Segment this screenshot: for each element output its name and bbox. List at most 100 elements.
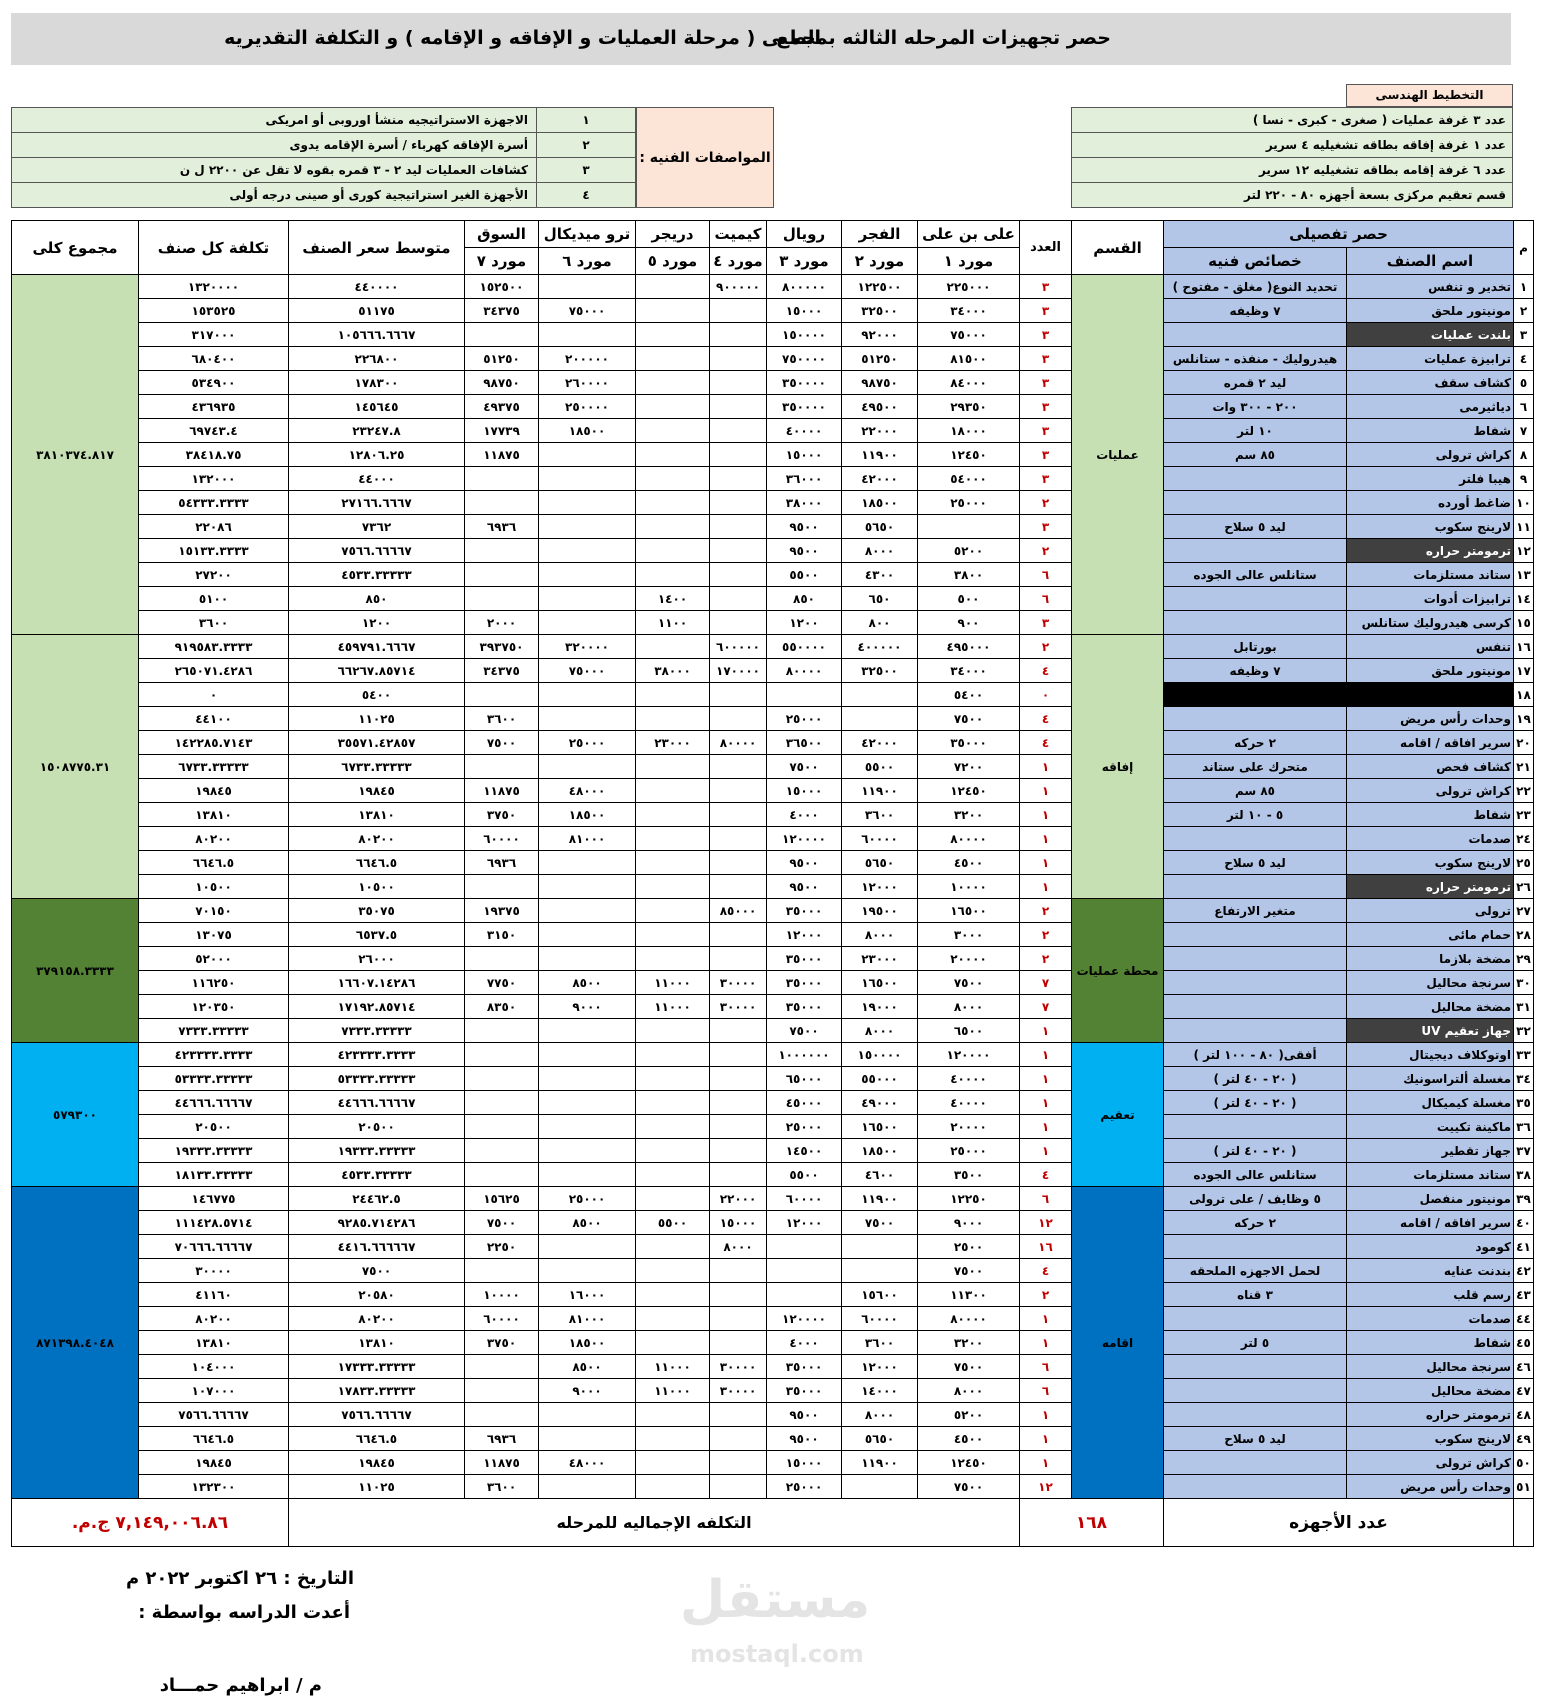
item-cost: ٢٦٥٠٧١.٤٢٨٦ (138, 658, 289, 683)
row-num: ٩ (1513, 466, 1534, 491)
supplier-price (635, 562, 710, 587)
row-num: ٤٧ (1513, 1378, 1534, 1403)
supplier-price: ٨٠٠٠ (841, 1018, 918, 1043)
watermark-url: mostaql.com (690, 1640, 864, 1668)
item-name: تنفس (1346, 634, 1514, 659)
supplier-price (635, 1114, 710, 1139)
supplier-price: ١٥٠٠٠٠ (766, 322, 842, 347)
supplier-price: ٩٠٠٠٠٠ (709, 274, 767, 299)
supplier-price: ٣٧٥٠ (464, 1330, 539, 1355)
avg-price: ٢٧١٦٦.٦٦٦٧ (288, 490, 465, 515)
supplier-price: ٥٤٠٠ (917, 682, 1020, 707)
supplier-price: ٤٠٠٠ (766, 802, 842, 827)
supplier-price: ٢٠٠٠٠ (917, 946, 1020, 971)
item-name: سرير افاقه / اقامه (1346, 1210, 1514, 1235)
avg-price: ٥٤٠٠ (288, 682, 465, 707)
data-row: ٧ شفاط ١٠ لتر ٣ ١٨٠٠٠ ٢٢٠٠٠ ٤٠٠٠٠ ١٨٥٠٠ ١٧٧٣٩ ٢٣٢… (12, 418, 1534, 443)
supplier-price: ٣٥٠٠٠ (766, 994, 842, 1019)
supplier-price (709, 586, 767, 611)
row-num: ٢ (1513, 298, 1534, 323)
supplier-price (709, 1474, 767, 1499)
item-cost: ٧٥٦٦.٦٦٦٦٧ (138, 1402, 289, 1427)
item-name: اوتوكلاف ديجيتال (1346, 1042, 1514, 1067)
supplier-price (635, 1090, 710, 1115)
supplier-name: كيميت (709, 220, 767, 248)
supplier-price (709, 1306, 767, 1331)
item-name: جهاز تعقيم UV (1346, 1018, 1514, 1043)
supplier-price: ٩٠٠٠ (917, 1210, 1020, 1235)
count: ١ (1019, 802, 1072, 827)
header-cell: العدد (1019, 220, 1072, 275)
item-cost: ١٠٧٠٠٠ (138, 1378, 289, 1403)
row-num: ٢٠ (1513, 730, 1534, 755)
count: ٣ (1019, 442, 1072, 467)
data-row: ٤٨ ترمومتر حراره ١ ٥٢٠٠ ٨٠٠٠ ٩٥٠٠ ٧٥٦٦.٦٦٦٦٧ ٧٥… (12, 1402, 1534, 1427)
data-row: ٣١ مضخة محاليل ٧ ٨٠٠٠ ١٩٠٠٠ ٣٥٠٠٠ ٣٠٠٠٠ ١١٠٠٠ ٩٠… (12, 994, 1534, 1019)
supplier-price (635, 1186, 710, 1211)
item-name: كرسى هيدروليك ستانلس (1346, 610, 1514, 635)
supplier-price (538, 442, 636, 467)
item-cost: ١٣٢٠٠٠٠ (138, 274, 289, 299)
supplier-price: ١١٩٠٠ (841, 442, 918, 467)
supplier-price: ١٨٥٠٠ (841, 1138, 918, 1163)
supplier-price: ٧٥٠٠ (917, 1354, 1020, 1379)
supplier-price: ٢٢٠٠٠ (841, 418, 918, 443)
supplier-price: ٢٥٠٠٠ (766, 706, 842, 731)
supplier-price (635, 1450, 710, 1475)
item-spec: ( ٢٠ - ٤٠ لتر ) (1163, 1138, 1347, 1163)
header-cell: اسم الصنف (1346, 247, 1514, 275)
item-cost: ١٩٨٤٥ (138, 1450, 289, 1475)
supplier-price: ١٥٠٠٠ (709, 1210, 767, 1235)
count: ١٢ (1019, 1474, 1072, 1499)
item-cost: ٦٩٧٤٣.٤ (138, 418, 289, 443)
item-spec: ليد ٥ سلاح (1163, 850, 1347, 875)
avg-price: ١٣٨١٠ (288, 1330, 465, 1355)
section-cell: تعقيم (1071, 1042, 1164, 1187)
item-spec (1163, 1378, 1347, 1403)
supplier-price (635, 346, 710, 371)
item-name: كراش ترولى (1346, 1450, 1514, 1475)
supplier-price (635, 490, 710, 515)
item-spec (1163, 946, 1347, 971)
item-spec: ( ٢٠ - ٤٠ لتر ) (1163, 1066, 1347, 1091)
supplier-price (635, 898, 710, 923)
supplier-price (709, 706, 767, 731)
supplier-price (538, 562, 636, 587)
supplier-price: ١١٠٠٠ (635, 994, 710, 1019)
supplier-price (635, 442, 710, 467)
supplier-price: ٧٥٠٠ (766, 754, 842, 779)
data-row: ٢٠ سرير افاقه / اقامه ٢ حركه ٤ ٣٥٠٠٠ ٤٢٠٠٠ ٣٦٥… (12, 730, 1534, 755)
supplier-price: ١٦٥٠٠ (841, 1114, 918, 1139)
data-row: ٤١ كومود ١٦ ٢٥٠٠ ٨٠٠٠ ٢٢٥٠ ٤٤١٦.٦٦٦٦٦٧ ٧٠٦٦٦.٦٦… (12, 1234, 1534, 1259)
item-cost: ٤٢٣٣٣٣.٣٣٣٣ (138, 1042, 289, 1067)
supplier-price (635, 466, 710, 491)
supplier-price: ٣٦٥٠٠ (766, 730, 842, 755)
item-cost: ١٣٨١٠ (138, 802, 289, 827)
supplier-price: ٤٣٠٠ (841, 562, 918, 587)
supplier-price (635, 418, 710, 443)
data-row: ٤٦ سرنجة محاليل ٦ ٧٥٠٠ ١٢٠٠٠ ٣٥٠٠٠ ٣٠٠٠٠ ١١٠٠٠ ٨… (12, 1354, 1534, 1379)
item-cost: ٣٦٠٠ (138, 610, 289, 635)
supplier-price (709, 442, 767, 467)
author: م / ابراهيم حمـــاد (159, 1675, 322, 1696)
data-row: ٥١ وحدات رأس مريض ١٢ ٧٥٠٠ ٢٥٠٠٠ ٣٦٠٠ ١١٠٢٥ ١٣٢٣… (12, 1474, 1534, 1499)
avg-price: ٧٥٦٦.٦٦٦٦٧ (288, 1402, 465, 1427)
data-row: ٢٩ مضخة بلازما ٢ ٢٠٠٠٠ ٢٣٠٠٠ ٣٥٠٠٠ ٢٦٠٠٠ ٥٢٠٠٠ (12, 946, 1534, 971)
row-num: ٥ (1513, 370, 1534, 395)
planning-box: عدد ٣ غرفة عمليات ( صغرى - كبرى - نسا ) ع… (1071, 107, 1513, 208)
supplier-price (635, 1330, 710, 1355)
avg-price: ٢٠٥٠٠ (288, 1114, 465, 1139)
supplier-price: ٣٢٥٠٠ (841, 658, 918, 683)
supplier-price: ٢٣٠٠٠ (635, 730, 710, 755)
count: ٤ (1019, 706, 1072, 731)
group-total: ١٥٠٨٧٧٥.٣١ (11, 634, 139, 899)
supplier-price (635, 274, 710, 299)
data-row: ٢٨ حمام مائى ٢ ٣٠٠٠ ٨٠٠٠ ١٢٠٠٠ ٣١٥٠ ٦٥٣٧.٥ ١٣٠٧٥ (12, 922, 1534, 947)
data-row: ٩ هيبا فلتر ٣ ٥٤٠٠٠ ٤٢٠٠٠ ٣٦٠٠٠ ٤٤٠٠٠ ١٣٢٠٠٠ (12, 466, 1534, 491)
supplier-price: ٩٠٠٠ (538, 994, 636, 1019)
supplier-price: ٢٥٠٠٠ (538, 730, 636, 755)
supplier-price: ٥٢٠٠ (917, 1402, 1020, 1427)
section-cell: اقامه (1071, 1186, 1164, 1499)
supplier-price: ٤٩٣٧٥ (464, 394, 539, 419)
